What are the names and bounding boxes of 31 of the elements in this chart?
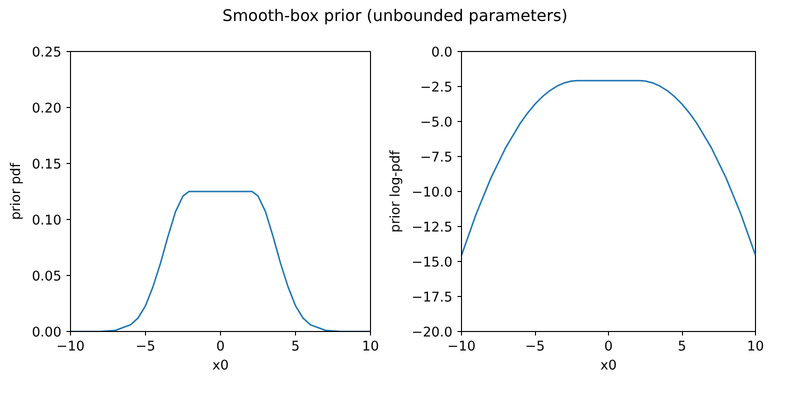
x-tick-label: 0 (216, 340, 225, 354)
chart-title: Smooth-box prior (unbounded parameters) (222, 5, 568, 27)
y-tick-label: −10.0 (412, 186, 452, 200)
y-tick-label: 0.05 (32, 270, 62, 284)
y-tick-label: 0.15 (32, 158, 62, 172)
x-tick-label: 10 (747, 340, 764, 354)
y-tick-label: 0.10 (32, 214, 62, 228)
y-axis-title: prior pdf (8, 162, 24, 220)
y-tick-label: 0.00 (32, 326, 62, 340)
x-tick-label: −10 (447, 340, 476, 354)
y-tick-label: 0.0 (431, 46, 453, 60)
y-tick-label: 0.20 (32, 102, 62, 116)
y-tick-label: −15.0 (412, 256, 452, 270)
x-tick-label: 5 (291, 340, 300, 354)
y-tick-label: −5.0 (420, 116, 453, 130)
y-tick-label: −17.5 (412, 290, 452, 306)
y-axis-title: prior log-pdf (388, 150, 404, 233)
y-tick-label: −12.5 (412, 220, 452, 236)
x-tick-label: 10 (362, 340, 379, 354)
x-tick-label: −10 (56, 340, 85, 354)
x-axis-title: x0 (212, 358, 229, 374)
x-tick-label: 0 (604, 340, 613, 354)
x-tick-label: 5 (678, 340, 686, 354)
y-tick-label: −7.5 (420, 150, 453, 166)
x-tick-label: −5 (136, 340, 156, 354)
x-tick-label: −5 (525, 340, 545, 354)
line-series (462, 80, 756, 256)
x-axis-title: x0 (600, 358, 617, 374)
y-tick-label: 0.25 (32, 46, 62, 60)
y-tick-label: −2.5 (420, 80, 453, 96)
y-tick-label: −20.0 (412, 326, 452, 340)
